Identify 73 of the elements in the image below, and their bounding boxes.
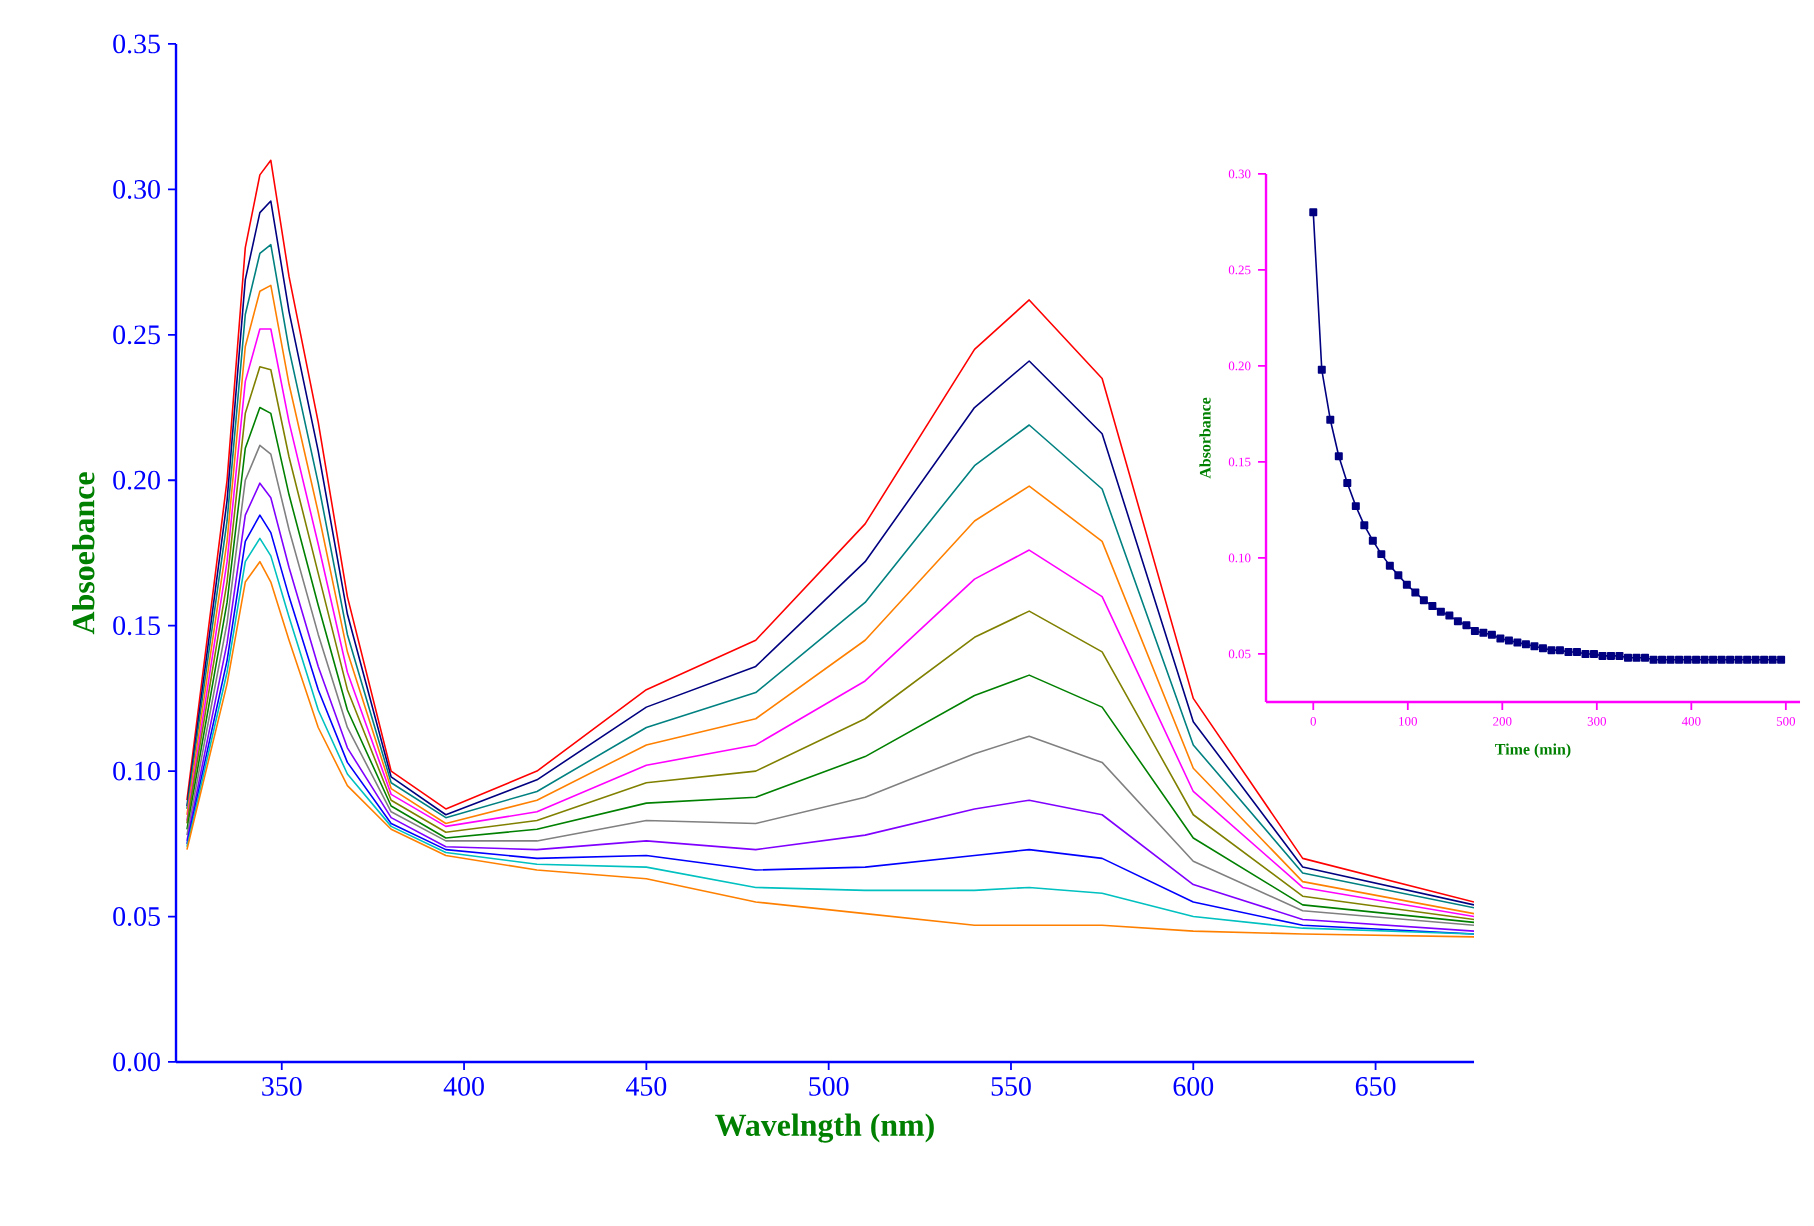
point: [1334, 452, 1343, 461]
point: [1377, 550, 1386, 559]
y-tick-label: 0.20: [113, 470, 160, 490]
point: [1572, 648, 1581, 657]
point: [1479, 628, 1488, 637]
point: [1606, 651, 1615, 660]
point: [1641, 653, 1650, 662]
point: [1462, 621, 1471, 630]
point: [1692, 655, 1701, 664]
point: [1709, 655, 1718, 664]
point: [1513, 638, 1522, 647]
y-tick-label: 0.15: [113, 616, 160, 636]
point: [1700, 655, 1709, 664]
point: [1658, 655, 1667, 664]
point: [1649, 655, 1658, 664]
point: [1411, 588, 1420, 597]
point: [1402, 580, 1411, 589]
y-tick-label: 0.35: [113, 34, 160, 54]
x-tick-label: 650: [1355, 1077, 1396, 1096]
x-tick-label: 600: [1173, 1077, 1214, 1096]
point: [1589, 649, 1598, 658]
point: [1351, 502, 1360, 511]
y-axis-title: Absoebance: [72, 472, 95, 635]
point: [1470, 626, 1479, 635]
point: [1666, 655, 1675, 664]
point: [1777, 655, 1786, 664]
point: [1760, 655, 1769, 664]
point: [1734, 655, 1743, 664]
y-tick-label: 0.30: [113, 179, 160, 199]
point: [1360, 521, 1369, 530]
point: [1555, 646, 1564, 655]
point: [1538, 644, 1547, 653]
point: [1326, 415, 1335, 424]
point: [1632, 653, 1641, 662]
y-tick-label: 0.05: [113, 907, 160, 927]
point: [1751, 655, 1760, 664]
x-tick-label: 550: [991, 1077, 1031, 1096]
point: [1487, 630, 1496, 639]
point: [1624, 653, 1633, 662]
point: [1385, 561, 1394, 570]
point: [1581, 649, 1590, 658]
point: [1343, 479, 1352, 488]
point: [1683, 655, 1692, 664]
point: [1615, 651, 1624, 660]
point: [1428, 601, 1437, 610]
point: [1394, 571, 1403, 580]
y-tick-label: 0.25: [113, 325, 160, 345]
x-axis-title: Wavelngth (nm): [715, 1113, 934, 1143]
point: [1453, 617, 1462, 626]
x-tick-label: 400: [443, 1077, 484, 1096]
point: [1717, 655, 1726, 664]
y-tick-label: 0.00: [113, 1052, 160, 1072]
point: [1675, 655, 1684, 664]
point: [1564, 648, 1573, 657]
point: [1726, 655, 1735, 664]
point: [1436, 607, 1445, 616]
point: [1496, 634, 1505, 643]
point: [1768, 655, 1777, 664]
point: [1317, 365, 1326, 374]
point: [1309, 208, 1318, 217]
point: [1419, 596, 1428, 605]
point: [1521, 640, 1530, 649]
point: [1530, 642, 1539, 651]
x-tick-label: 450: [625, 1077, 667, 1096]
point: [1743, 655, 1752, 664]
point: [1368, 536, 1377, 545]
y-tick-label: 0.10: [113, 761, 160, 781]
point: [1598, 651, 1607, 660]
point: [1445, 611, 1454, 620]
point: [1547, 646, 1556, 655]
point: [1504, 636, 1513, 645]
x-tick-label: 350: [262, 1077, 302, 1096]
x-tick-label: 500: [809, 1077, 849, 1096]
